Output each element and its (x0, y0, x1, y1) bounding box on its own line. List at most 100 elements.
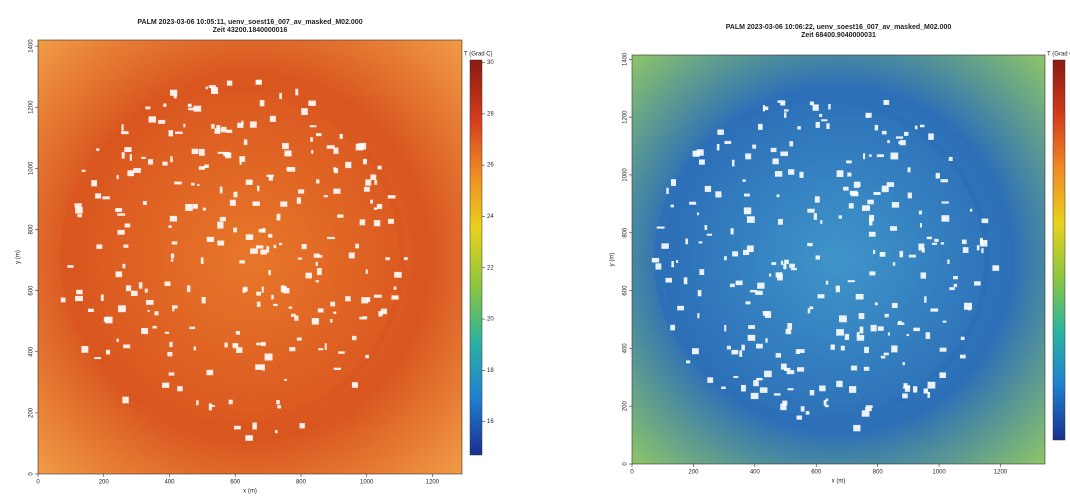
building (699, 269, 704, 275)
building (717, 144, 720, 150)
building (788, 388, 794, 390)
building (256, 245, 263, 248)
building (311, 150, 313, 154)
building (233, 228, 237, 233)
building (122, 264, 125, 268)
colorbar-tick-label: 26 (487, 163, 494, 169)
building (652, 258, 659, 262)
building (697, 313, 699, 318)
building (828, 104, 830, 109)
building (106, 350, 110, 355)
building (220, 217, 226, 221)
building (169, 372, 175, 375)
building (298, 258, 302, 260)
building (707, 234, 712, 236)
building (820, 220, 822, 224)
heatmap-field (632, 55, 1045, 464)
building (705, 225, 708, 230)
building (778, 100, 782, 102)
building (374, 207, 377, 210)
building (699, 241, 703, 243)
building (765, 338, 767, 342)
x-tick-label: 600 (230, 480, 241, 486)
building (187, 285, 190, 292)
building (806, 411, 810, 415)
building (81, 346, 88, 353)
y-tick-label: 1200 (623, 110, 629, 124)
y-axis-label: y (m) (16, 250, 22, 264)
building (314, 254, 320, 258)
building (230, 200, 236, 206)
x-tick-label: 800 (873, 470, 884, 476)
building (848, 280, 855, 282)
building (900, 251, 904, 257)
building (206, 87, 208, 90)
building (171, 259, 173, 261)
building (907, 334, 909, 336)
building (686, 360, 690, 363)
building (882, 131, 887, 135)
building (947, 260, 949, 264)
building (298, 189, 304, 193)
building (884, 353, 889, 356)
building (197, 184, 199, 186)
building (220, 187, 223, 194)
building (330, 302, 335, 307)
building (866, 115, 868, 118)
building (215, 128, 221, 134)
building (878, 326, 884, 330)
building (748, 325, 755, 329)
building (130, 154, 132, 161)
building (279, 93, 282, 99)
building (165, 332, 169, 334)
y-tick-label: 1400 (623, 52, 629, 66)
building (366, 269, 368, 274)
building (913, 386, 917, 392)
building (404, 257, 408, 260)
building (684, 277, 688, 284)
building (316, 262, 318, 266)
y-tick-label: 600 (29, 285, 35, 296)
building (207, 237, 214, 242)
building (796, 416, 802, 420)
building (203, 208, 206, 211)
building (836, 381, 842, 387)
building (121, 131, 129, 134)
building (915, 126, 918, 130)
building (970, 209, 972, 212)
building (118, 230, 125, 235)
building (355, 244, 359, 249)
building (171, 254, 174, 259)
building (316, 280, 319, 282)
building (207, 370, 214, 375)
building (224, 343, 227, 348)
building (677, 306, 684, 311)
building (75, 207, 82, 214)
building (145, 289, 148, 293)
building (204, 165, 209, 169)
building (318, 308, 324, 312)
building (797, 126, 801, 129)
building (193, 204, 198, 209)
building (152, 326, 156, 329)
building (900, 140, 906, 145)
building (707, 377, 713, 383)
building (924, 389, 928, 394)
building (826, 281, 828, 285)
building (131, 291, 138, 296)
building (356, 144, 364, 151)
x-axis-label: x (m) (243, 489, 257, 495)
building (365, 179, 371, 185)
building (891, 153, 899, 160)
building (869, 271, 875, 275)
building (374, 180, 377, 185)
x-tick-label: 1000 (932, 470, 946, 476)
building (847, 173, 851, 177)
building (297, 197, 301, 203)
building (869, 232, 876, 237)
building (209, 85, 216, 88)
building (359, 317, 366, 320)
building (932, 243, 937, 245)
building (771, 148, 777, 152)
building (294, 316, 298, 321)
